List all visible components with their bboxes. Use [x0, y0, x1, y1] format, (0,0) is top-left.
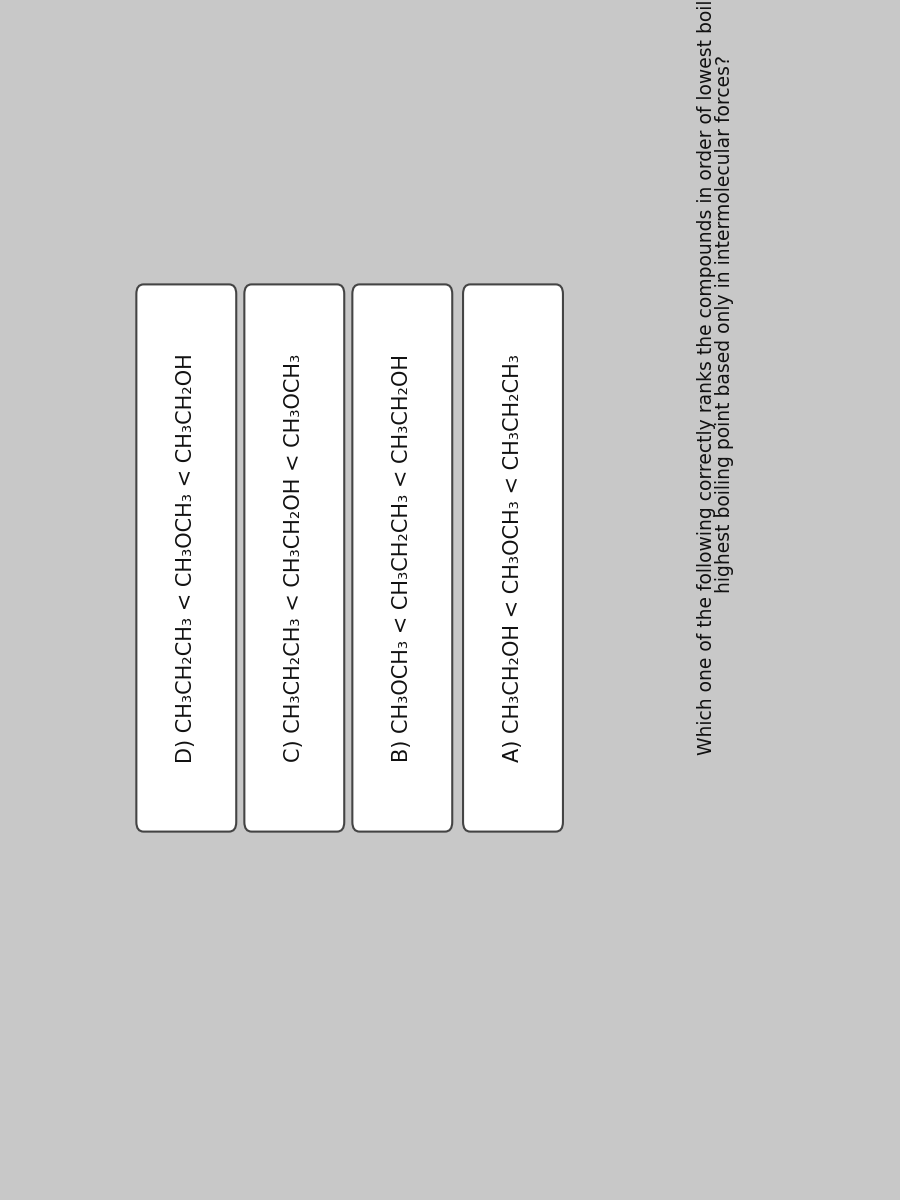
Text: B) CH₃OCH₃ < CH₃CH₂CH₃ < CH₃CH₂OH: B) CH₃OCH₃ < CH₃CH₂CH₃ < CH₃CH₂OH [392, 354, 412, 762]
Text: highest boiling point based only in intermolecular forces?: highest boiling point based only in inte… [716, 55, 734, 593]
Text: D) CH₃CH₂CH₃ < CH₃OCH₃ < CH₃CH₂OH: D) CH₃CH₂CH₃ < CH₃OCH₃ < CH₃CH₂OH [176, 353, 196, 763]
FancyBboxPatch shape [353, 284, 453, 832]
Text: Which one of the following correctly ranks the compounds in order of lowest boil: Which one of the following correctly ran… [697, 0, 716, 755]
Text: A) CH₃CH₂OH < CH₃OCH₃ < CH₃CH₂CH₃: A) CH₃CH₂OH < CH₃OCH₃ < CH₃CH₂CH₃ [503, 354, 523, 762]
Text: C) CH₃CH₂CH₃ < CH₃CH₂OH < CH₃OCH₃: C) CH₃CH₂CH₃ < CH₃CH₂OH < CH₃OCH₃ [284, 354, 304, 762]
FancyBboxPatch shape [136, 284, 236, 832]
FancyBboxPatch shape [245, 284, 344, 832]
FancyBboxPatch shape [463, 284, 563, 832]
